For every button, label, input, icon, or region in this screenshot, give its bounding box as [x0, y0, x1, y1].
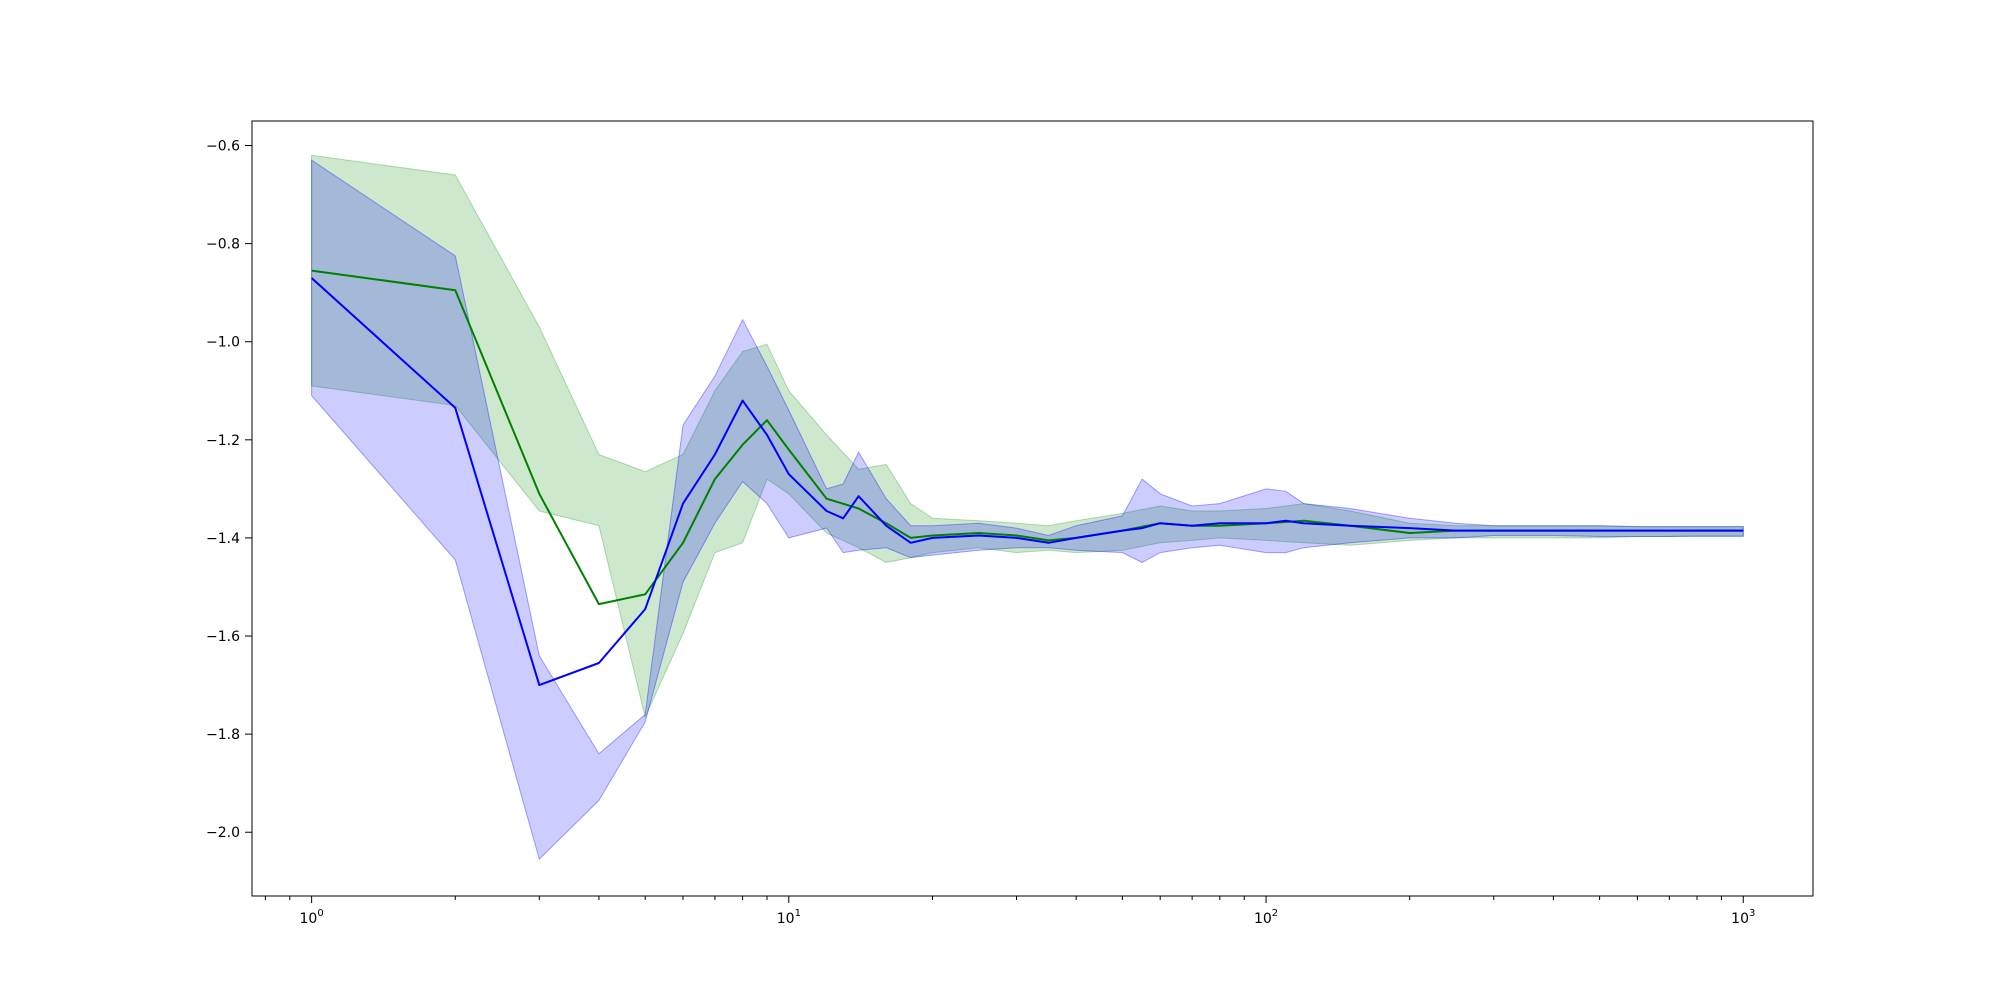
- x-tick-label: 101: [777, 908, 801, 927]
- series-lines: [310, 269, 1744, 687]
- x-axis-ticks: 100 101 102 103: [264, 896, 1755, 927]
- y-tick-label: −1.6: [206, 629, 240, 645]
- y-tick-label: −1.0: [206, 335, 240, 351]
- y-tick-label: −1.2: [206, 433, 240, 449]
- y-tick-label: −0.6: [206, 139, 240, 155]
- series-2-line: [310, 277, 1744, 687]
- y-axis-ticks: −0.6 −0.8 −1.0 −1.2 −1.4 −1.6 −1.8 −2.0: [206, 139, 252, 841]
- y-tick-label: −1.4: [206, 531, 240, 547]
- series-2-band: [311, 159, 1744, 861]
- y-tick-label: −1.8: [206, 727, 240, 743]
- y-tick-label: −2.0: [206, 825, 240, 841]
- confidence-bands: [311, 154, 1744, 861]
- plot-frame: [251, 120, 1814, 897]
- x-tick-label: 100: [300, 908, 324, 927]
- x-tick-label: 102: [1254, 908, 1278, 927]
- x-tick-label: 103: [1731, 908, 1755, 927]
- series-1-band: [311, 154, 1744, 719]
- y-tick-label: −0.8: [206, 237, 240, 253]
